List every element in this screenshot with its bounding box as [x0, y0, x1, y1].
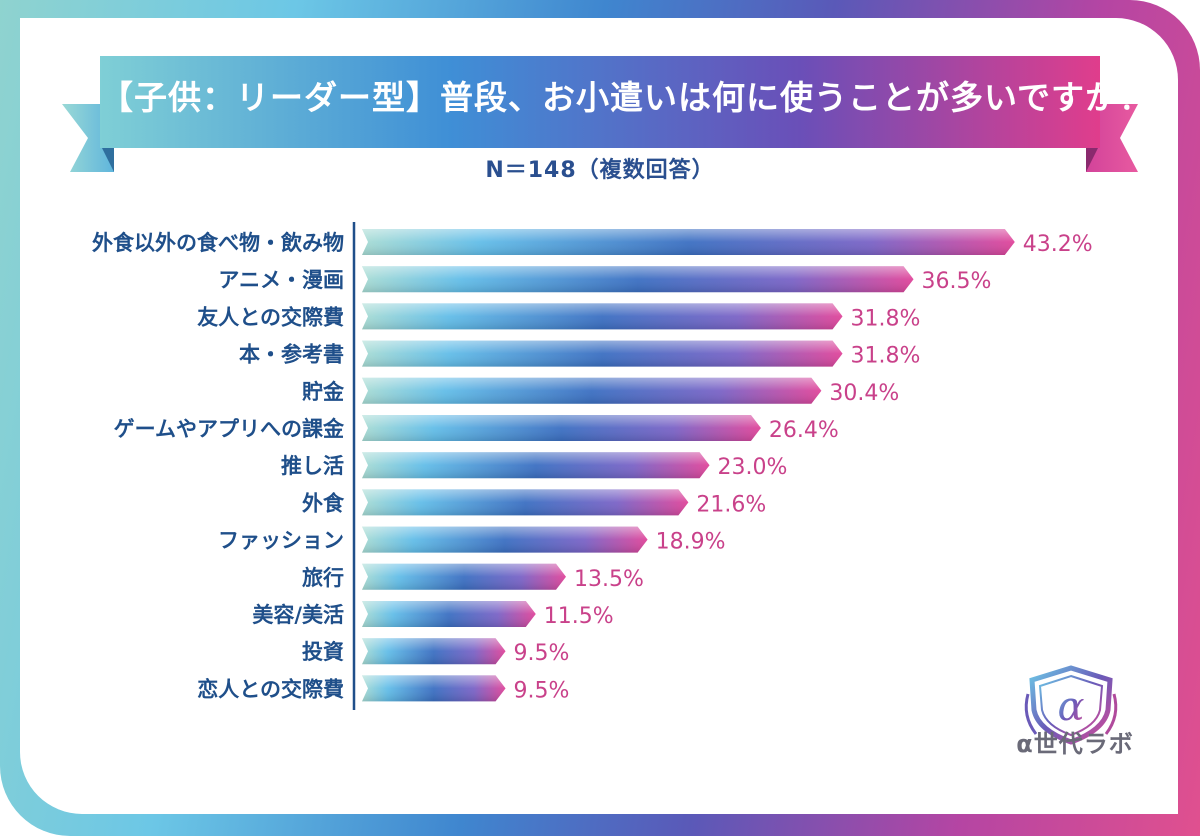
value-label: 36.5%: [922, 269, 992, 294]
bar-highlight: [362, 266, 914, 293]
category-label: 推し活: [281, 454, 344, 478]
category-label: 外食以外の食べ物・飲み物: [92, 231, 344, 255]
category-label: ゲームやアプリへの課金: [114, 417, 345, 441]
value-label: 30.4%: [829, 381, 899, 406]
value-label: 18.9%: [656, 530, 726, 555]
category-label: アニメ・漫画: [218, 268, 344, 292]
category-label: 美容/美活: [252, 603, 344, 627]
value-label: 31.8%: [851, 344, 921, 369]
category-label: 旅行: [302, 566, 344, 590]
value-label: 43.2%: [1023, 232, 1093, 257]
value-label: 31.8%: [851, 306, 921, 331]
value-label: 11.5%: [544, 604, 614, 629]
logo-text: α世代ラボ: [1016, 730, 1134, 758]
bar-highlight: [362, 415, 761, 441]
ribbon-band: [100, 56, 1100, 148]
bar-highlight: [362, 563, 566, 590]
chart-subtitle: N＝148（複数回答）: [485, 158, 715, 183]
svg-text:α: α: [1057, 684, 1084, 730]
bar-highlight: [362, 638, 506, 665]
category-label: 友人との交際費: [197, 305, 344, 329]
value-label: 13.5%: [574, 567, 644, 592]
bar-highlight: [362, 452, 710, 479]
value-label: 9.5%: [514, 641, 570, 666]
category-label: ファッション: [218, 529, 344, 553]
chart-title: 【子供：リーダー型】普段、お小遣いは何に使うことが多いですか？: [100, 78, 1154, 117]
category-label: 貯金: [302, 380, 345, 404]
bar-highlight: [362, 526, 648, 553]
value-label: 26.4%: [769, 418, 839, 443]
alpha-lab-logo-icon: α: [1024, 665, 1118, 745]
ribbon-fold-left: [102, 148, 114, 172]
value-label: 23.0%: [718, 455, 788, 480]
bar-highlight: [362, 675, 506, 702]
bar-highlight: [362, 229, 1015, 255]
category-label: 本・参考書: [239, 343, 344, 367]
category-label: 投資: [302, 640, 344, 664]
bar-highlight: [362, 340, 843, 367]
value-label: 21.6%: [696, 492, 766, 517]
ribbon-fold-right: [1086, 148, 1098, 172]
bar-highlight: [362, 377, 822, 404]
category-label: 恋人との交際費: [197, 677, 344, 701]
bar-highlight: [362, 601, 536, 627]
bar-highlight: [362, 489, 689, 516]
category-label: 外食: [302, 491, 345, 515]
bar-highlight: [362, 303, 843, 330]
value-label: 9.5%: [514, 678, 570, 703]
